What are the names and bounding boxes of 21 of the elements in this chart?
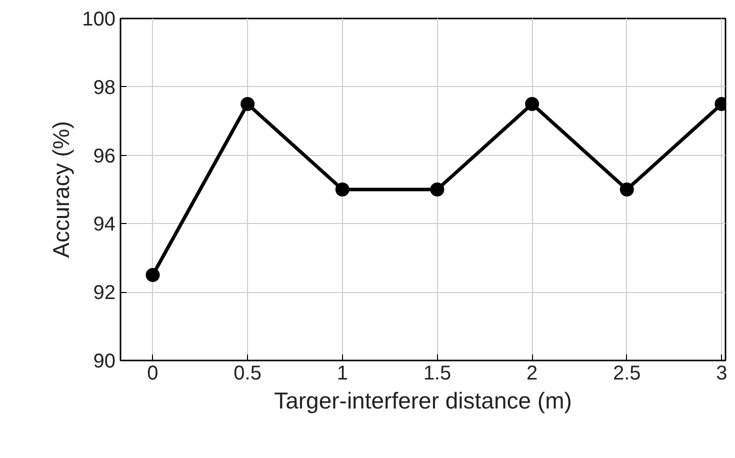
x-tick-label: 1.5 [423, 362, 452, 384]
x-tick-label: 1 [336, 362, 348, 384]
y-axis-title: Accuracy (%) [48, 121, 74, 258]
y-tick-label: 100 [82, 8, 116, 30]
y-tick-label: 96 [93, 145, 116, 168]
point [525, 97, 540, 111]
point [146, 268, 160, 282]
x-tick-label: 2.5 [612, 362, 641, 384]
x-tick-label: 0.5 [234, 362, 262, 384]
point [240, 97, 255, 111]
x-tick-label: 2 [526, 362, 538, 384]
y-tick-label: 92 [93, 282, 116, 304]
y-tick-label: 98 [93, 76, 116, 99]
point [335, 182, 350, 196]
point [430, 182, 444, 196]
y-tick-label: 94 [93, 214, 116, 236]
x-tick-label: 3 [716, 362, 728, 384]
point [620, 182, 634, 196]
y-tick-label: 90 [93, 350, 116, 372]
x-axis-title: Targer-interferer distance (m) [274, 388, 572, 414]
x-tick-label: 0 [147, 362, 158, 384]
